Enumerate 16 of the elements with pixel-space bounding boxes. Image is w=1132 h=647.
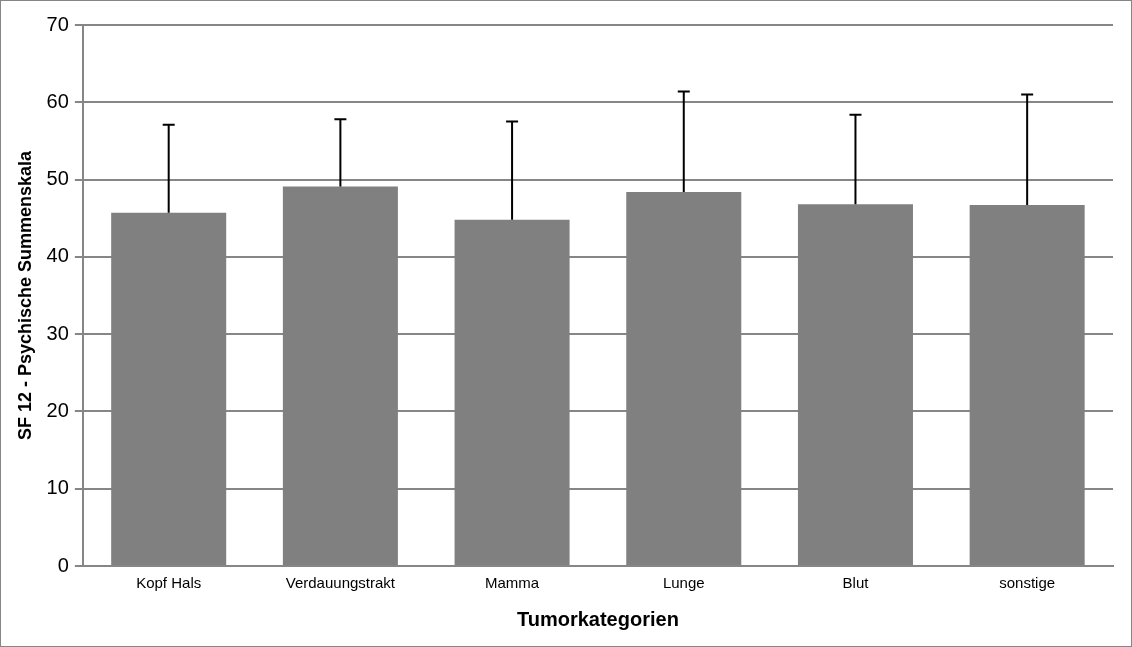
y-tick-label: 40 <box>46 244 69 267</box>
x-axis-title: Tumorkategorien <box>516 607 679 630</box>
y-tick-label: 10 <box>46 476 69 499</box>
x-tick-label: Lunge <box>662 574 705 592</box>
y-tick-label: 0 <box>57 553 69 576</box>
y-tick-label: 70 <box>46 12 69 35</box>
y-axis-title: SF 12 - Psychische Summenskala <box>14 149 35 441</box>
x-tick-label: Verdauungstrakt <box>285 574 396 592</box>
x-tick-label: Blut <box>842 574 870 592</box>
x-tick-label: sonstige <box>999 574 1056 592</box>
y-tick-label: 20 <box>46 398 69 421</box>
y-tick-label: 30 <box>46 321 69 344</box>
y-tick-label: 50 <box>46 167 69 190</box>
x-tick-label: Mamma <box>484 574 540 592</box>
y-tick-label: 60 <box>46 89 69 112</box>
x-tick-label: Kopf Hals <box>136 574 202 592</box>
